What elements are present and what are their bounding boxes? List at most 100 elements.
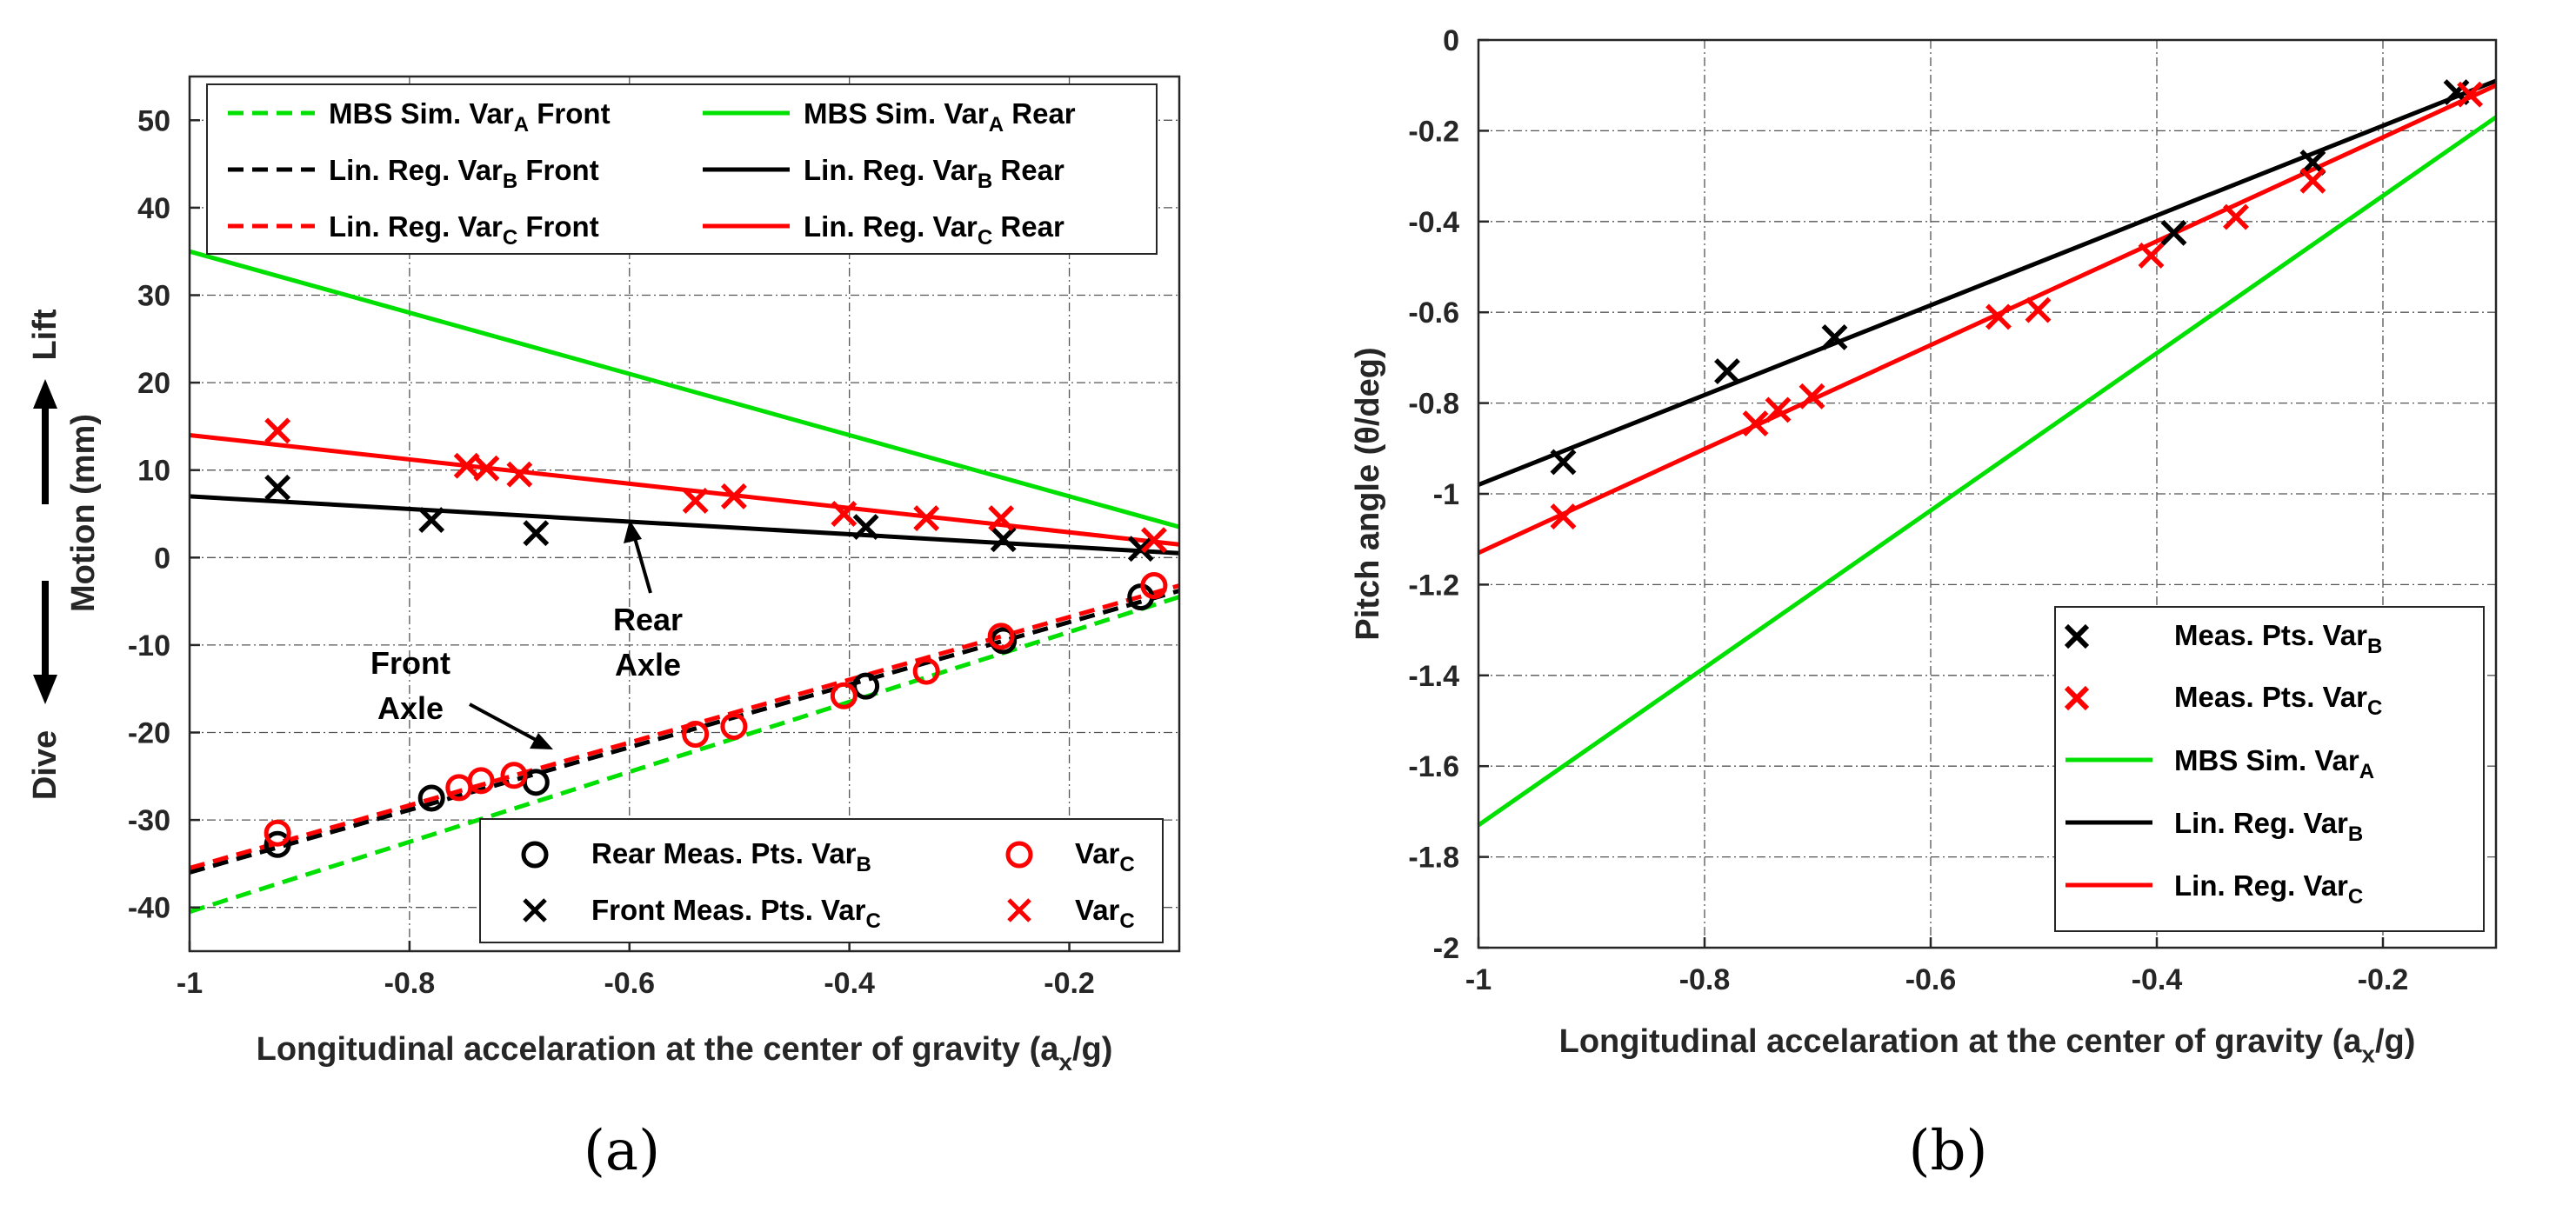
panel-b: -1 -0.8 -0.6 -0.4 -0.2 -2-1.8-1.6-1.4-1.2-1-… bbox=[1350, 24, 2498, 1183]
lift-arrow bbox=[33, 379, 57, 504]
x-ticks-b: -1 -0.8 -0.6 -0.4 -0.2 bbox=[1465, 937, 2408, 996]
y-tick-label: -0.6 bbox=[1408, 296, 1459, 330]
data-point bbox=[682, 487, 709, 514]
data-point bbox=[987, 623, 1015, 650]
data-point bbox=[1127, 536, 1154, 563]
y-tick-label: -2 bbox=[1433, 932, 1459, 965]
panel-a: -1 -0.8 -0.6 -0.4 -0.2 -40 -30 -20 -10 0 10 20 30 40… bbox=[27, 75, 1181, 1183]
rear-axle-label-2: Axle bbox=[615, 647, 681, 683]
legend-entry-mbs-front: MBS Sim. VarA Front bbox=[228, 97, 611, 137]
legend-label: Lin. Reg. VarB bbox=[2174, 807, 2363, 846]
legend-entry-linb-b: Lin. Reg. VarB bbox=[2065, 807, 2363, 846]
data-point bbox=[1140, 527, 1167, 554]
data-point bbox=[988, 505, 1015, 531]
y-tick-label: -0.8 bbox=[1408, 388, 1459, 421]
y-ticks-b: -2 -1.8 -1.6 -1.4 -1.2 -1 -0.8 -0.6 -0.4 -0.2 0 bbox=[1408, 24, 1489, 965]
x-axis-label-b: Longitudinal accelaration at the center … bbox=[1559, 1023, 2416, 1068]
data-point bbox=[2223, 203, 2249, 230]
legend-label: Lin. Reg. VarB Rear bbox=[804, 154, 1064, 193]
front-axle-arrowhead bbox=[530, 733, 553, 749]
legend-entry-front-meas-c: Front Meas. Pts. VarC bbox=[523, 894, 881, 933]
data-point bbox=[913, 505, 940, 531]
rear-axle-annotation: Rear Axle bbox=[613, 520, 683, 683]
legend-entry-rear-meas-b: Rear Meas. Pts. VarB bbox=[521, 837, 871, 876]
legend-bottom-a-box bbox=[479, 818, 1164, 943]
data-point bbox=[467, 767, 495, 795]
y-tick-label: -10 bbox=[128, 629, 170, 663]
data-point bbox=[500, 762, 528, 789]
legend-label: VarC bbox=[1075, 837, 1135, 876]
legend-top-a-box bbox=[206, 83, 1158, 255]
x-tick-label: -0.8 bbox=[384, 967, 436, 1000]
data-point bbox=[852, 514, 879, 541]
legend-entry-varc-x: VarC bbox=[1007, 894, 1135, 933]
legend-entry-linc-rear: Lin. Reg. VarC Rear bbox=[703, 210, 1064, 250]
lift-arrow-head bbox=[33, 379, 57, 409]
y-tick-label: -30 bbox=[128, 804, 170, 837]
data-point bbox=[1985, 303, 2012, 330]
lines-b bbox=[1477, 78, 2498, 828]
legend-entry-varc-o: VarC bbox=[1005, 837, 1135, 876]
legend-bottom-a: Rear Meas. Pts. VarB Front Meas. Pts. Va… bbox=[479, 818, 1164, 943]
data-point bbox=[912, 657, 940, 685]
y-tick-label: -1 bbox=[1433, 478, 1459, 511]
y-ticks-a: -40 -30 -20 -10 0 10 20 30 40 50 bbox=[128, 104, 200, 925]
legend-label: Rear Meas. Pts. VarB bbox=[591, 837, 871, 876]
legend-label: Lin. Reg. VarB Front bbox=[329, 154, 599, 193]
x-tick-label: -0.2 bbox=[2358, 963, 2409, 996]
legend-label: Lin. Reg. VarC bbox=[2174, 869, 2363, 909]
legend-swatch bbox=[1005, 841, 1033, 869]
data-point bbox=[1550, 449, 1577, 476]
series-line bbox=[189, 249, 1180, 529]
data-point bbox=[1714, 358, 1740, 385]
series-line bbox=[189, 595, 1180, 915]
data-point bbox=[852, 672, 880, 700]
data-point bbox=[473, 455, 500, 482]
y-axis-dive-label: Dive bbox=[27, 730, 63, 800]
data-point bbox=[1799, 383, 1825, 410]
data-point bbox=[264, 830, 291, 858]
legend-label: Lin. Reg. VarC Front bbox=[329, 210, 599, 250]
legend-b: Meas. Pts. VarB Meas. Pts. VarC MBS Sim.… bbox=[2054, 606, 2485, 932]
markers-a bbox=[264, 417, 1168, 858]
legend-entry-linc-b: Lin. Reg. VarC bbox=[2065, 869, 2363, 909]
data-point bbox=[2138, 243, 2165, 269]
y-tick-label: 10 bbox=[137, 455, 170, 488]
data-point bbox=[830, 682, 858, 709]
series-line bbox=[1477, 115, 2498, 828]
y-tick-label: -40 bbox=[128, 892, 170, 925]
data-point bbox=[2299, 167, 2326, 194]
x-tick-label: -0.4 bbox=[2132, 963, 2183, 996]
legend-label: Front Meas. Pts. VarC bbox=[591, 894, 881, 933]
y-tick-label: 50 bbox=[137, 104, 170, 137]
plot-frame-a bbox=[188, 75, 1181, 953]
legend-label: Meas. Pts. VarB bbox=[2174, 619, 2382, 658]
series-line bbox=[1478, 78, 2497, 487]
x-tick-label: -0.6 bbox=[604, 967, 655, 1000]
x-tick-label: -0.4 bbox=[824, 967, 875, 1000]
front-axle-label-2: Axle bbox=[377, 690, 444, 726]
data-point bbox=[418, 507, 445, 533]
x-tick-label: -1 bbox=[1465, 963, 1492, 996]
data-point bbox=[831, 501, 858, 527]
legend-entry-meas-c: Meas. Pts. VarC bbox=[2064, 681, 2382, 720]
x-axis-label-a: Longitudinal accelaration at the center … bbox=[257, 1031, 1113, 1075]
data-point bbox=[990, 526, 1017, 553]
legend-swatch bbox=[2064, 623, 2090, 649]
data-point bbox=[1140, 571, 1168, 599]
y-tick-label: -1.2 bbox=[1408, 569, 1459, 602]
legend-entry-linb-rear: Lin. Reg. VarB Rear bbox=[703, 154, 1064, 193]
data-point bbox=[523, 520, 550, 547]
data-point bbox=[264, 819, 291, 847]
legend-label: Lin. Reg. VarC Rear bbox=[804, 210, 1064, 250]
data-point bbox=[417, 784, 445, 812]
legend-swatch bbox=[2064, 685, 2090, 711]
legend-entry-linb-front: Lin. Reg. VarB Front bbox=[228, 154, 599, 193]
front-axle-arrow bbox=[469, 703, 538, 743]
y-tick-label: 40 bbox=[137, 192, 170, 225]
legend-entry-linc-front: Lin. Reg. VarC Front bbox=[228, 210, 599, 250]
panel-label-a: (a) bbox=[584, 1119, 660, 1183]
y-axis-lift-label: Lift bbox=[27, 309, 63, 360]
legend-entry-mbs-b: MBS Sim. VarA bbox=[2065, 744, 2374, 783]
